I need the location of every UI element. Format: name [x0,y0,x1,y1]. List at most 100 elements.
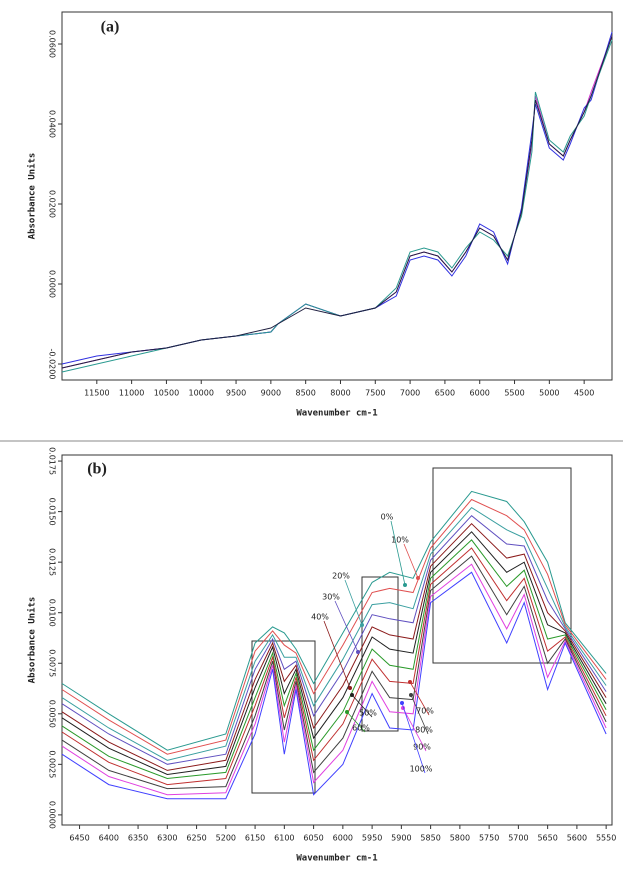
x-tick-label: 5850 [420,834,440,843]
annotation-arrow [409,681,430,716]
x-tick-label: 9500 [226,389,246,398]
series-label: 80% [415,726,433,735]
annotation-arrow [344,579,363,626]
arrow-head [403,583,407,587]
arrow-head [348,686,352,690]
x-tick-label: 5950 [362,834,382,843]
region-box [432,467,572,664]
spectrum-line [61,35,613,369]
x-tick-label: 5000 [539,389,559,398]
spectrum-line [61,555,607,790]
plot-frame [61,11,613,381]
spectrum-line [61,571,607,800]
arrow-head [408,680,412,684]
x-tick-label: 6500 [435,389,455,398]
region-box [361,576,399,732]
x-tick-label: 5500 [504,389,524,398]
x-tick-label: 5600 [567,834,587,843]
x-tick-label: 6450 [69,834,89,843]
y-tick-label: -0.0200 [48,349,57,380]
x-tick-label: 6000 [470,389,490,398]
x-tick-label: 11000 [119,389,144,398]
x-tick-label: 6400 [99,834,119,843]
arrow-head [409,693,413,697]
x-tick-label: 6300 [157,834,177,843]
x-tick-label: 10500 [154,389,179,398]
x-tick-label: 5900 [391,834,411,843]
series-label: 70% [416,707,434,716]
x-tick-label: 6150 [245,834,265,843]
plot-frame [61,454,613,826]
x-tick-label: 6250 [186,834,206,843]
x-tick-label: 7000 [400,389,420,398]
arrow-head [345,710,349,714]
y-tick-label: 0.0400 [48,110,57,138]
series-label: 40% [311,613,329,622]
x-tick-label: 6050 [303,834,323,843]
y-tick-label: 0.0125 [48,548,57,576]
annotation-arrow [390,520,406,586]
series-label: 60% [352,724,370,733]
spectrum-line [61,498,607,755]
series-label: 10% [391,536,409,545]
x-tick-label: 5700 [508,834,528,843]
x-tick-label: 5650 [537,834,557,843]
spectrum-line [61,539,607,780]
spectrum-line [61,531,607,776]
spectrum-line [61,490,607,751]
y-axis-label: Absorbance Units [27,597,38,684]
x-tick-label: 6350 [128,834,148,843]
region-boxes [251,467,572,794]
x-tick-label: 8000 [330,389,350,398]
annotation-arrow [402,707,427,752]
spectrum-line [61,515,607,765]
chart-title: (b) [87,461,107,478]
y-tick-label: 0.0025 [48,750,57,778]
x-tick-label: 8500 [295,389,315,398]
y-tick-label: 0.0600 [48,30,57,58]
arrow-head [360,623,364,627]
y-tick-label: 0.0200 [48,190,57,218]
series-label: 50% [359,709,377,718]
chart-title: (a) [101,19,120,36]
y-tick-label: 0.0175 [48,447,57,475]
arrow-head [400,701,404,705]
spectrum-line [61,547,607,786]
annotation-arrow [346,711,366,733]
x-tick-label: 10000 [189,389,214,398]
spectrum-line [61,522,607,771]
series-label: 90% [413,743,431,752]
series-label: 30% [322,593,340,602]
y-tick-label: 0.0000 [48,270,57,298]
x-tick-label: 5550 [596,834,616,843]
y-tick-label: 0.0100 [48,599,57,627]
x-tick-label: 5800 [450,834,470,843]
y-tick-label: 0.0150 [47,498,56,526]
annotation-arrow [351,694,373,718]
annotation-arrow [401,702,426,774]
x-tick-label: 5200 [216,834,236,843]
series-label: 100% [410,765,433,774]
annotation-arrow [334,600,359,653]
y-axis-label: Absorbance Units [27,153,38,240]
x-tick-label: 9000 [261,389,281,398]
y-tick-label: 0.0000 [48,801,57,829]
y-tick-label: 0.0075 [48,649,57,677]
series-label: 20% [332,572,350,581]
spectrum-line [61,506,607,761]
x-tick-label: 6000 [333,834,353,843]
arrow-head [350,693,354,697]
annotation-arrow [410,694,429,735]
annotation-arrow [403,543,419,579]
x-axis-label: Wavenumber cm-1 [296,854,377,864]
series-label: 0% [381,513,394,522]
x-axis-label: Wavenumber cm-1 [296,409,377,419]
x-tick-label: 5750 [479,834,499,843]
x-tick-label: 11500 [84,389,109,398]
arrow-head [356,650,360,654]
y-tick-label: 0.0050 [48,700,57,728]
x-tick-label: 4500 [574,389,594,398]
spectrum-line [61,563,607,796]
